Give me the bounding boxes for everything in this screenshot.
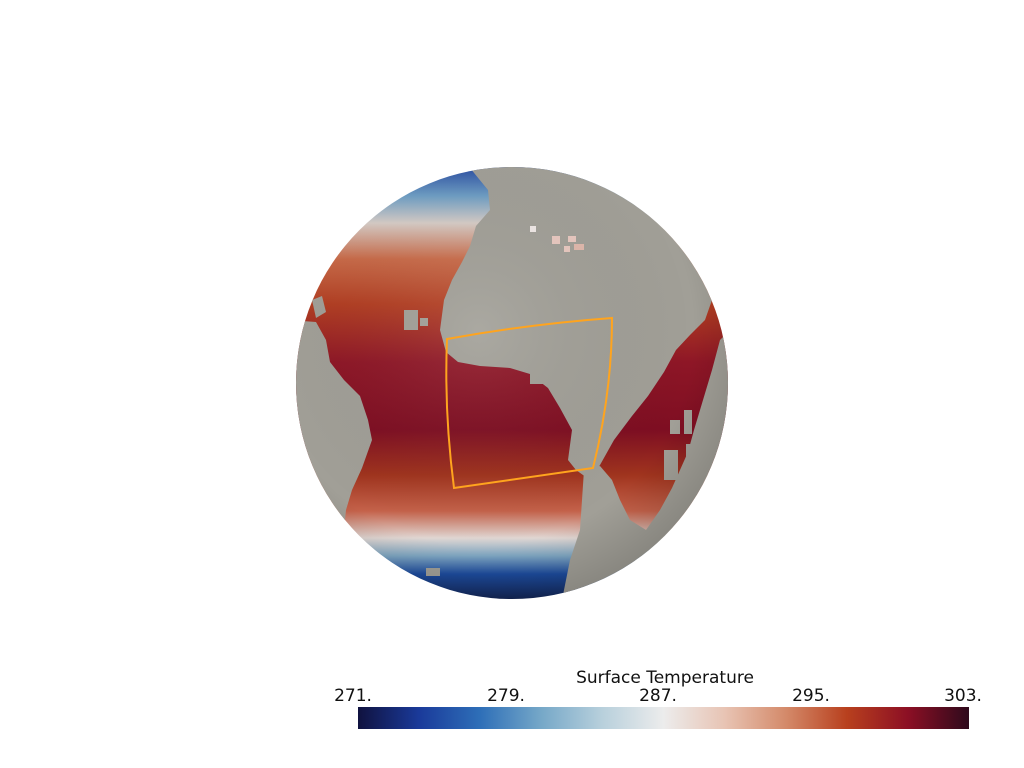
globe[interactable] — [290, 160, 740, 610]
globe-shading — [296, 167, 728, 599]
colorbar-tick: 279. — [487, 686, 525, 706]
colorbar-tick: 295. — [792, 686, 830, 706]
colorbar-title: Surface Temperature — [576, 668, 754, 688]
colorbar-tick: 287. — [639, 686, 677, 706]
colorbar-tick: 271. — [334, 686, 372, 706]
color-bar — [358, 707, 969, 729]
colorbar-tick: 303. — [944, 686, 982, 706]
selection-box[interactable] — [445, 316, 614, 490]
